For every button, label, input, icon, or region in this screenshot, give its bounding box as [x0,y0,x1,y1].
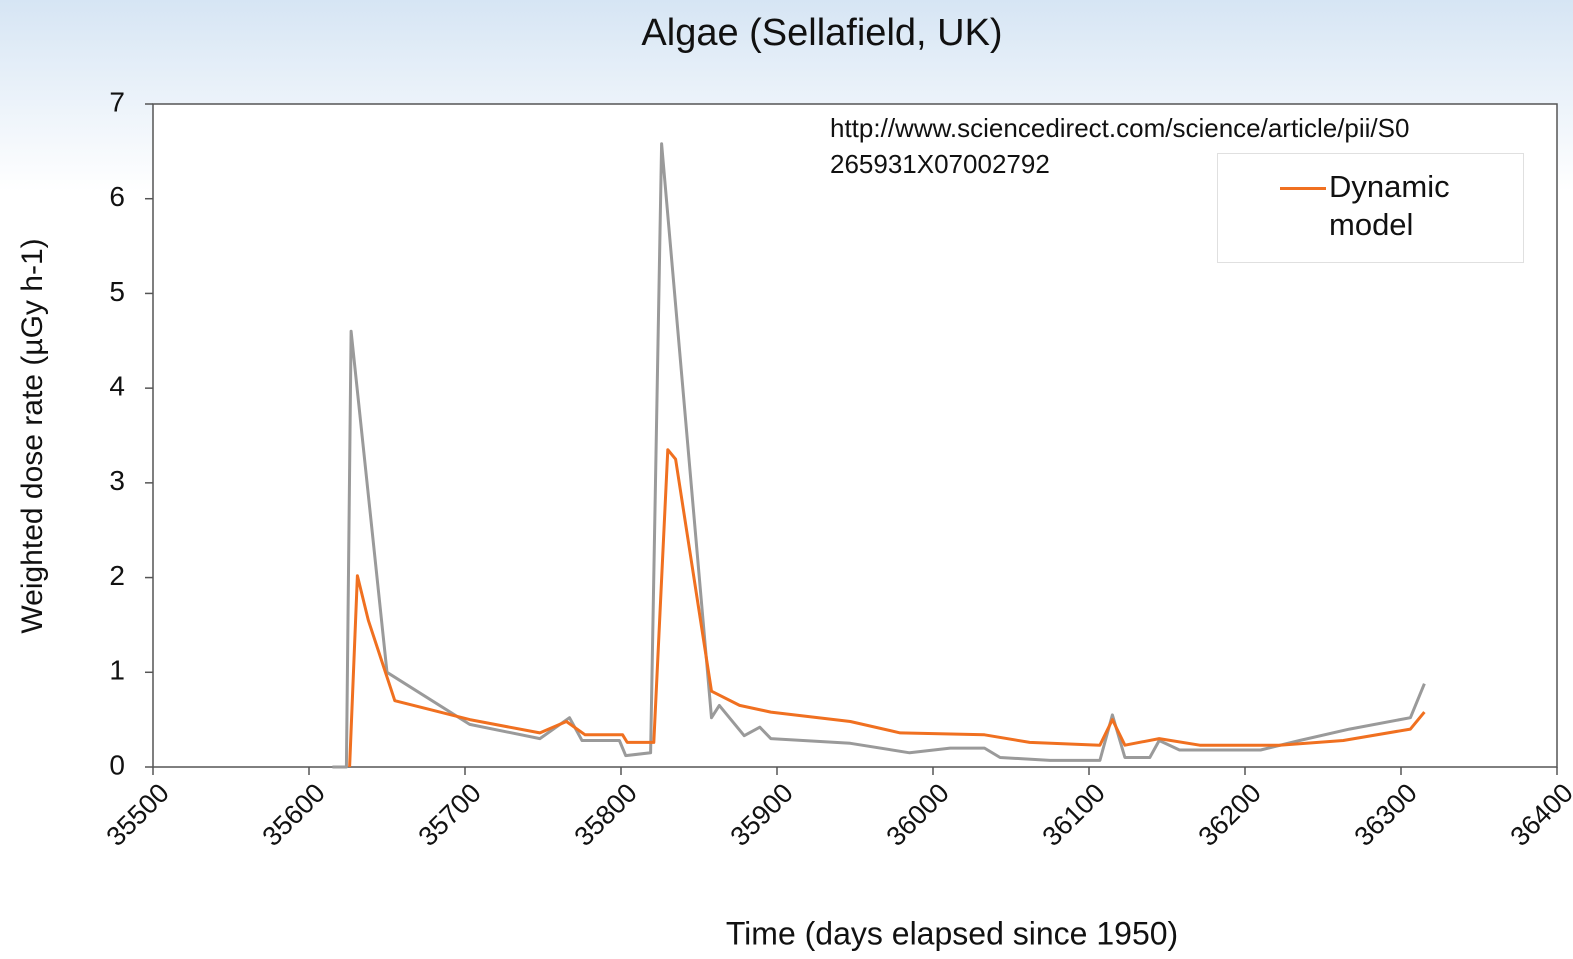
y-tick-label: 5 [109,276,125,307]
annotation: 265931X07002792 [830,149,1050,179]
x-tick-label: 36200 [1193,778,1267,852]
chart-title: Algae (Sellafield, UK) [641,12,1002,54]
series-line [348,448,1426,768]
x-tick-label: 36400 [1505,778,1573,852]
legend-swatch [1280,187,1326,190]
y-tick-label: 4 [109,371,125,402]
legend: Dynamic model [1217,153,1524,263]
y-tick-label: 3 [109,465,125,496]
y-tick-label: 7 [109,86,125,117]
x-axis-label: Time (days elapsed since 1950) [726,915,1178,951]
legend-label: Dynamic model [1329,169,1450,242]
y-tick-label: 1 [109,655,125,686]
x-tick-label: 35500 [101,778,175,852]
x-tick-label: 36000 [881,778,955,852]
x-tick-label: 35700 [413,778,487,852]
x-tick-label: 36300 [1349,778,1423,852]
y-tick-label: 0 [109,749,125,780]
x-tick-label: 36100 [1037,778,1111,852]
x-tick-label: 35900 [725,778,799,852]
x-tick-label: 35800 [569,778,643,852]
y-tick-label: 2 [109,560,125,591]
y-axis-label: Weighted dose rate (µGy h-1) [16,238,49,633]
x-tick-label: 35600 [257,778,331,852]
y-tick-label: 6 [109,181,125,212]
annotation: http://www.sciencedirect.com/science/art… [830,113,1409,143]
